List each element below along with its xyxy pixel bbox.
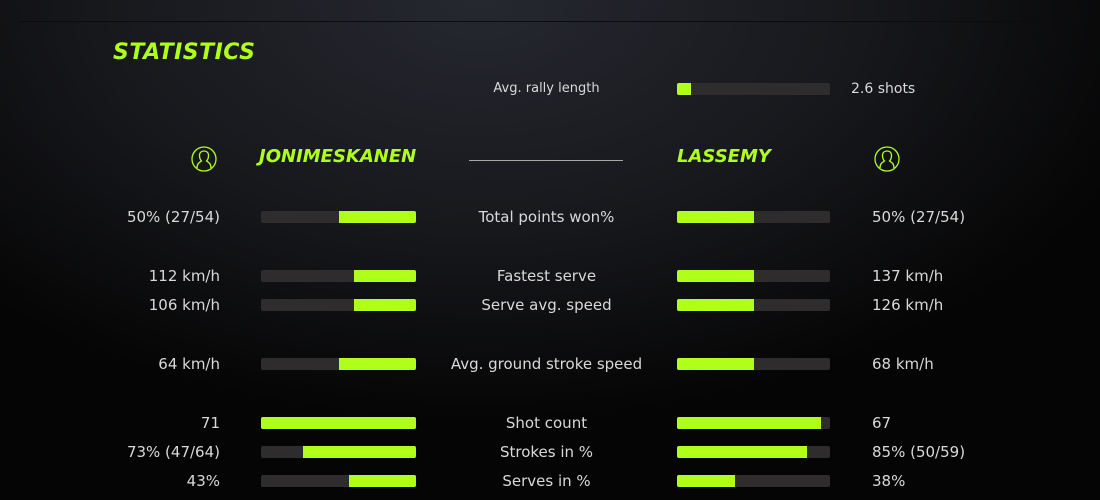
right-bar — [677, 358, 830, 370]
right-value: 126 km/h — [872, 296, 944, 314]
right-bar — [677, 270, 830, 282]
right-bar-fill — [677, 475, 736, 487]
right-bar-fill — [677, 358, 754, 370]
left-bar-fill — [354, 299, 416, 311]
right-bar — [677, 211, 830, 223]
rally-bar-fill — [677, 83, 691, 95]
rally-label: Avg. rally length — [493, 81, 600, 96]
right-player-name: LASSEMY — [677, 146, 771, 167]
stat-row: 43% Serves in % 38% — [0, 471, 1100, 491]
left-bar — [261, 417, 416, 429]
left-player-name: JONIMESKANEN — [259, 146, 417, 167]
right-value: 50% (27/54) — [872, 208, 966, 226]
user-circle-icon — [874, 146, 900, 172]
page-title: STATISTICS — [113, 40, 256, 65]
right-bar-fill — [677, 270, 754, 282]
left-bar-fill — [349, 475, 416, 487]
stat-row: 73% (47/64) Strokes in % 85% (50/59) — [0, 442, 1100, 462]
stat-label: Fastest serve — [496, 267, 597, 285]
stat-row: 64 km/h Avg. ground stroke speed 68 km/h — [0, 354, 1100, 374]
right-bar-fill — [677, 211, 754, 223]
left-value: 43% — [186, 472, 220, 490]
left-bar-fill — [354, 270, 416, 282]
stat-label: Serves in % — [502, 472, 591, 490]
left-bar — [261, 299, 416, 311]
left-value: 73% (47/64) — [126, 443, 220, 461]
right-bar — [677, 446, 830, 458]
right-bar — [677, 475, 830, 487]
right-value: 67 — [872, 414, 892, 432]
right-value: 68 km/h — [872, 355, 934, 373]
rally-bar — [677, 83, 830, 95]
left-bar-fill — [338, 358, 416, 370]
left-bar-fill — [338, 211, 416, 223]
left-bar-fill — [302, 446, 416, 458]
left-bar — [261, 446, 416, 458]
left-bar — [261, 358, 416, 370]
left-value: 112 km/h — [148, 267, 220, 285]
rally-row: Avg. rally length 2.6 shots — [0, 79, 1100, 99]
left-bar — [261, 270, 416, 282]
stat-row: 112 km/h Fastest serve 137 km/h — [0, 266, 1100, 286]
stat-row: 71 Shot count 67 — [0, 413, 1100, 433]
right-bar-fill — [677, 299, 754, 311]
header-divider — [469, 160, 623, 161]
stat-label: Total points won% — [478, 208, 615, 226]
stat-label: Shot count — [505, 414, 588, 432]
left-value: 50% (27/54) — [126, 208, 220, 226]
user-circle-icon — [191, 146, 217, 172]
left-value: 71 — [200, 414, 220, 432]
top-divider — [20, 21, 1100, 22]
left-bar-fill — [261, 417, 416, 429]
rally-value: 2.6 shots — [851, 81, 916, 97]
left-bar — [261, 475, 416, 487]
right-bar-fill — [677, 446, 808, 458]
stat-row: 106 km/h Serve avg. speed 126 km/h — [0, 295, 1100, 315]
left-value: 106 km/h — [148, 296, 220, 314]
right-bar — [677, 417, 830, 429]
right-value: 38% — [872, 472, 906, 490]
right-bar — [677, 299, 830, 311]
right-bar-fill — [677, 417, 821, 429]
stat-row: 50% (27/54) Total points won% 50% (27/54… — [0, 207, 1100, 227]
stat-label: Strokes in % — [499, 443, 594, 461]
stat-label: Serve avg. speed — [481, 296, 612, 314]
stat-label: Avg. ground stroke speed — [450, 355, 643, 373]
left-bar — [261, 211, 416, 223]
left-value: 64 km/h — [158, 355, 220, 373]
right-value: 85% (50/59) — [872, 443, 966, 461]
right-value: 137 km/h — [872, 267, 944, 285]
